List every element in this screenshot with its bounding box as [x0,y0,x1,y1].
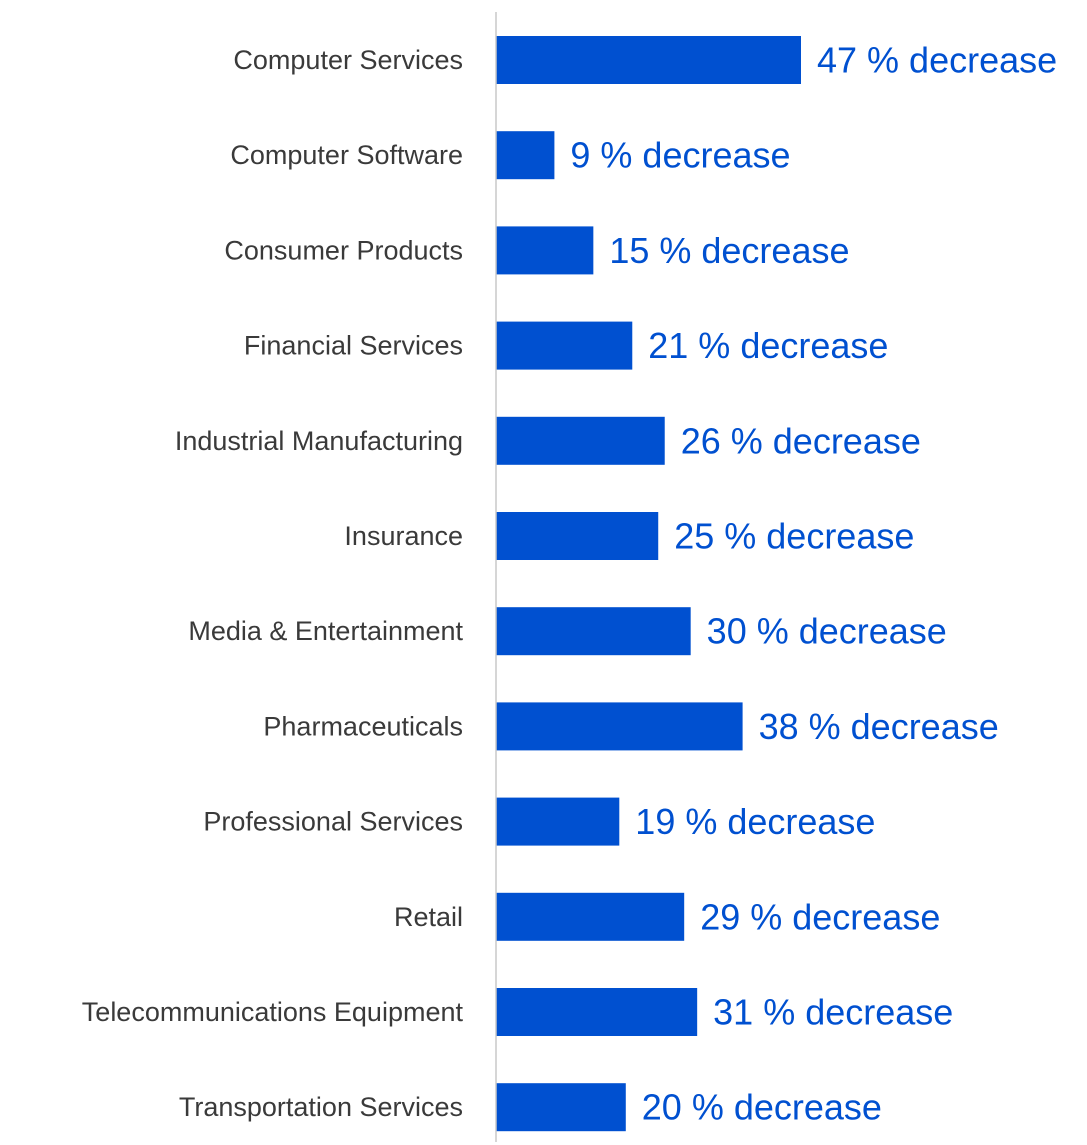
data-label-financial-services: 21 % decrease [648,325,888,366]
bar-media-and-entertainment [496,607,691,656]
data-label-pharmaceuticals: 38 % decrease [759,706,999,747]
bar-consumer-products [496,226,594,275]
bar-computer-services [496,36,801,84]
data-label-transportation-services: 20 % decrease [642,1087,882,1128]
data-label-computer-software: 9 % decrease [570,135,790,176]
value-labels-group: 47 % decrease 9 % decrease 15 % decrease 21… [570,40,1057,1128]
bar-professional-services [496,797,620,846]
data-label-industrial-manufacturing: 26 % decrease [681,420,921,461]
category-label-computer-software: Computer Software [230,140,463,170]
category-label-pharmaceuticals: Pharmaceuticals [263,711,463,741]
category-label-consumer-products: Consumer Products [224,235,463,265]
data-label-media-and-entertainment: 30 % decrease [707,611,947,652]
category-label-transportation-services: Transportation Services [179,1092,463,1122]
data-label-consumer-products: 15 % decrease [609,230,849,271]
bar-insurance [496,512,659,560]
data-label-telecommunications-equipment: 31 % decrease [713,992,953,1033]
category-labels-group: Computer Services Computer Software Consum… [82,45,464,1122]
bar-pharmaceuticals [496,702,743,751]
category-label-financial-services: Financial Services [244,331,463,361]
data-label-retail: 29 % decrease [700,896,940,937]
bar-financial-services [496,321,633,370]
bars-group [496,36,801,1132]
bar-retail [496,892,685,941]
bar-telecommunications-equipment [496,988,698,1036]
category-label-telecommunications-equipment: Telecommunications Equipment [82,997,464,1027]
bar-computer-software [496,131,555,180]
category-label-insurance: Insurance [344,521,463,551]
bar-transportation-services [496,1083,626,1132]
data-label-insurance: 25 % decrease [674,516,914,557]
category-label-computer-services: Computer Services [233,45,463,75]
category-label-professional-services: Professional Services [203,807,463,837]
data-label-computer-services: 47 % decrease [817,40,1057,81]
category-label-media-and-entertainment: Media & Entertainment [188,616,463,646]
data-label-professional-services: 19 % decrease [635,801,875,842]
category-label-retail: Retail [394,902,463,932]
category-label-industrial-manufacturing: Industrial Manufacturing [175,426,463,456]
bar-industrial-manufacturing [496,416,665,465]
